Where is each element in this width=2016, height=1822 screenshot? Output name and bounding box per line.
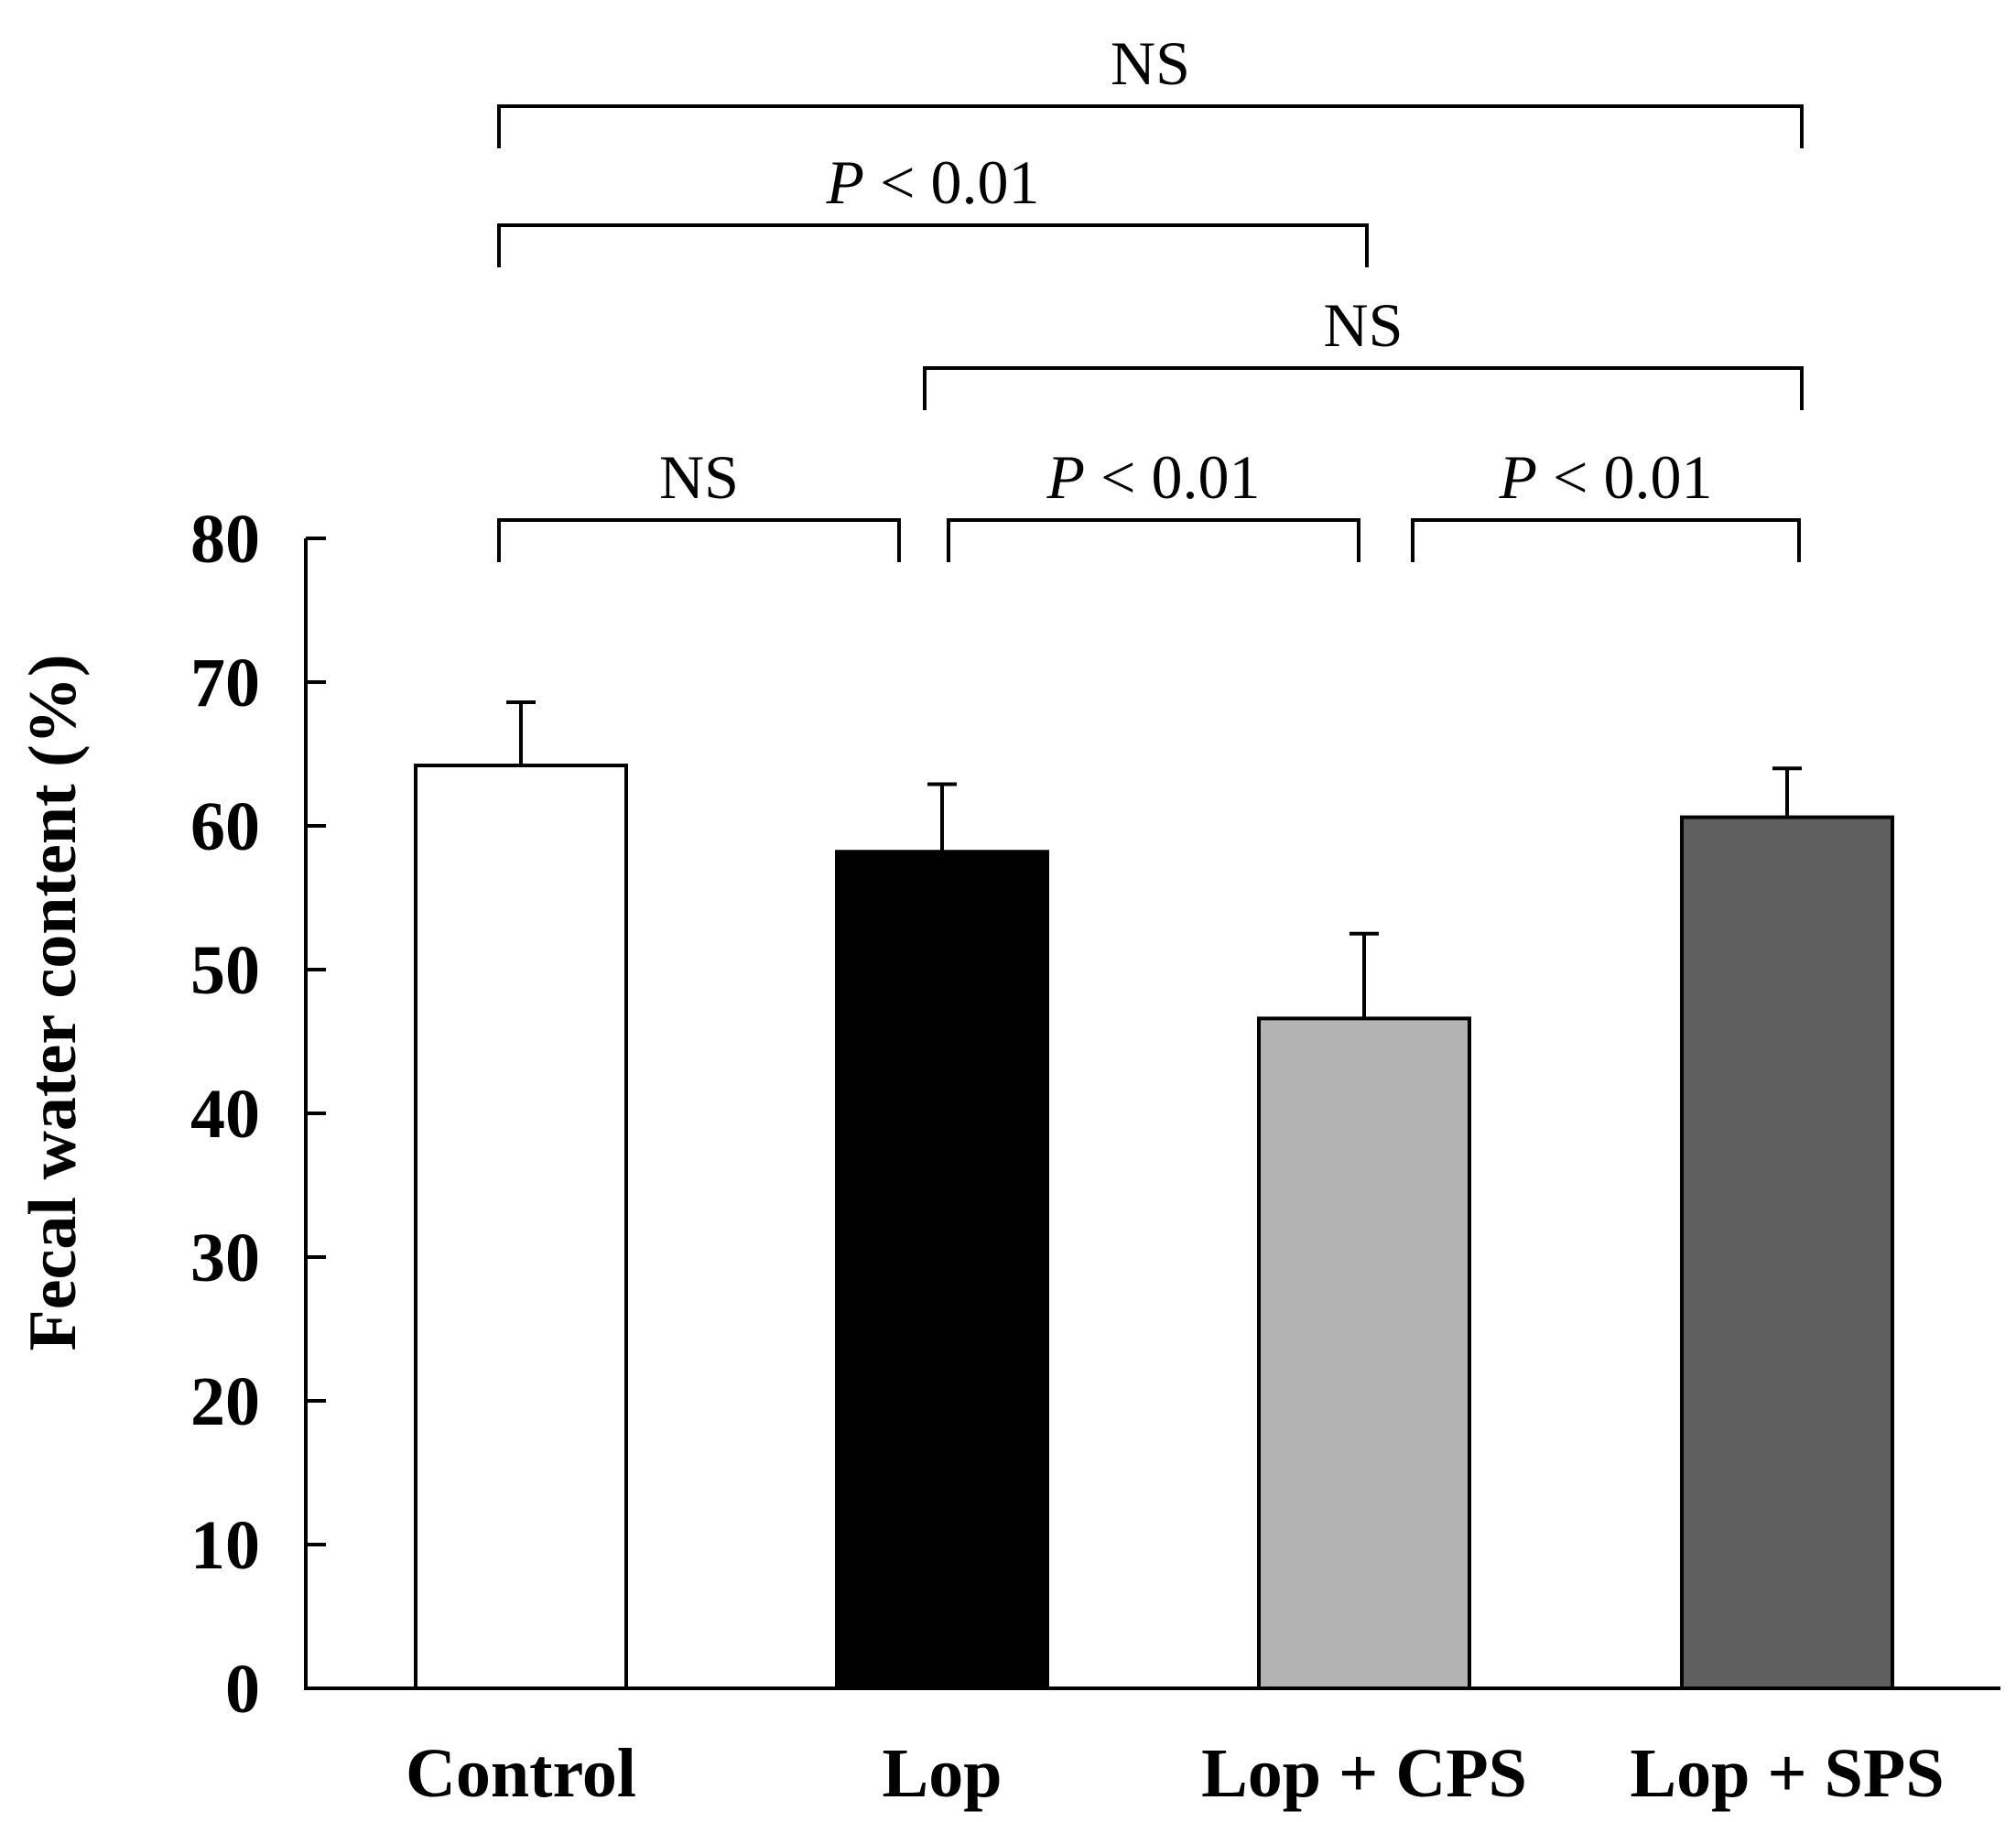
p-value-text: < 0.01 <box>1537 442 1712 512</box>
significance-bracket-2-3 <box>1411 518 1801 562</box>
y-tick-label-0: 0 <box>225 1651 260 1728</box>
bar-control <box>414 764 628 1690</box>
p-symbol: P <box>1046 442 1086 512</box>
y-tick-label-30: 30 <box>190 1220 260 1296</box>
significance-label-0-3: NS <box>1111 28 1190 98</box>
significance-label-1-2: P < 0.01 <box>1046 442 1261 512</box>
significance-bracket-1-3 <box>923 366 1804 410</box>
significance-bracket-1-2 <box>947 518 1360 562</box>
x-tick-label-control: Control <box>406 1735 636 1812</box>
p-symbol: P <box>1499 442 1538 512</box>
p-value-text: NS <box>1324 290 1404 360</box>
significance-bracket-0-2 <box>497 223 1369 267</box>
x-tick-label-lop: Lop <box>883 1735 1003 1812</box>
y-tick-label-10: 10 <box>190 1507 260 1584</box>
plot-area: 0 10 20 30 40 50 60 70 80 Control Lop Lop + CPS Lop … <box>190 28 2000 1812</box>
x-tick-label-lop-sps: Lop + SPS <box>1630 1735 1944 1812</box>
y-axis-label: Fecal water content (%) <box>16 655 91 1351</box>
bar-lop-cps <box>1257 1016 1471 1690</box>
p-symbol: P <box>826 147 865 217</box>
x-tick-label-lop-cps: Lop + CPS <box>1201 1735 1527 1812</box>
y-tick-label-80: 80 <box>190 501 260 578</box>
significance-label-0-1: NS <box>659 442 739 512</box>
p-value-text: NS <box>1111 28 1190 98</box>
y-tick-label-60: 60 <box>190 788 260 865</box>
p-value-text: NS <box>659 442 739 512</box>
significance-label-1-3: NS <box>1324 290 1404 360</box>
significance-bracket-0-1 <box>497 518 901 562</box>
y-tick-label-50: 50 <box>190 932 260 1009</box>
y-tick-label-20: 20 <box>190 1363 260 1440</box>
p-value-text: < 0.01 <box>1085 442 1260 512</box>
bar-lop <box>835 850 1049 1690</box>
y-tick-label-70: 70 <box>190 645 260 721</box>
significance-label-2-3: P < 0.01 <box>1499 442 1713 512</box>
significance-bracket-0-3 <box>497 104 1804 148</box>
bar-lop-sps <box>1680 815 1894 1690</box>
y-tick-label-40: 40 <box>190 1076 260 1153</box>
significance-label-0-2: P < 0.01 <box>826 147 1040 217</box>
p-value-text: < 0.01 <box>864 147 1039 217</box>
